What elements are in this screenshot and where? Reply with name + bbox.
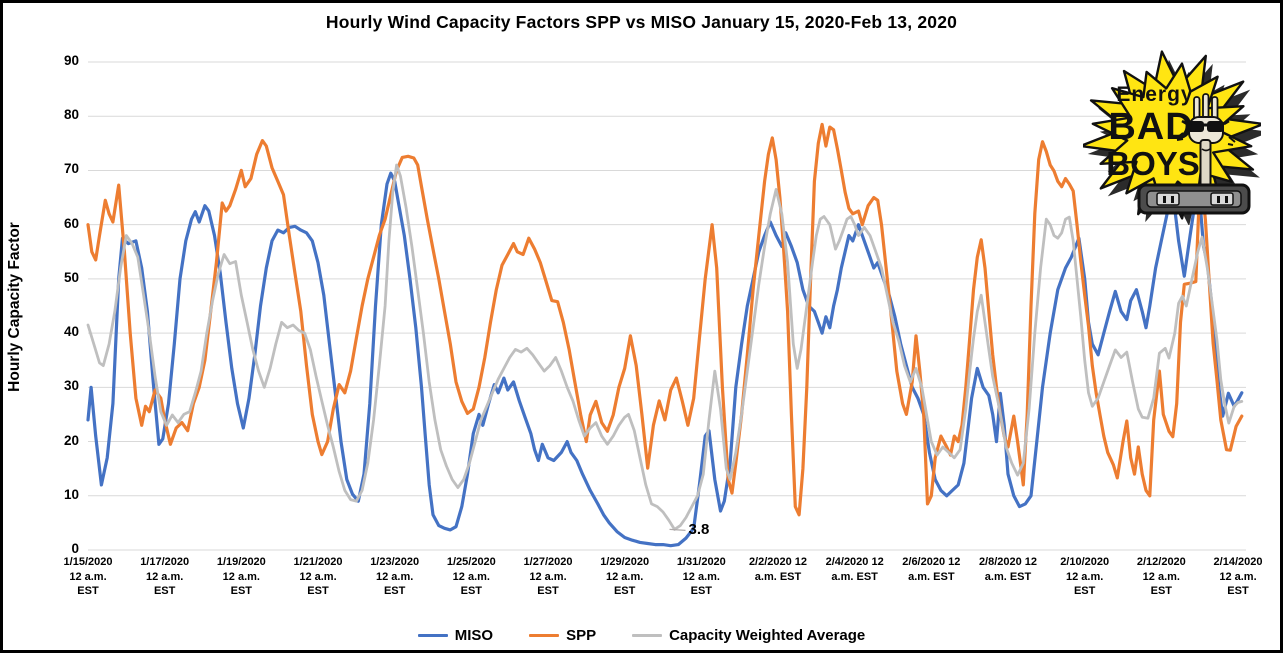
x-tick-label: 2/8/2020 12 a.m. EST — [978, 556, 1038, 583]
legend-label: Capacity Weighted Average — [669, 627, 866, 644]
series-lines — [86, 122, 1244, 548]
y-tick-label: 60 — [63, 215, 79, 231]
gridlines — [88, 61, 1246, 551]
y-tick-label: 70 — [63, 161, 79, 177]
x-tick-label: 2/2/2020 12 a.m. EST — [748, 556, 808, 583]
x-tick-label: 1/15/2020 12 a.m. EST — [63, 556, 113, 597]
legend: MISO SPP Capacity Weighted Average — [3, 627, 1280, 644]
x-tick-label: 1/17/2020 12 a.m. EST — [140, 556, 190, 597]
x-tick-label: 2/4/2020 12 a.m. EST — [825, 556, 884, 583]
y-tick-label: 0 — [71, 541, 79, 556]
legend-label: SPP — [566, 627, 597, 644]
x-tick-label: 2/12/2020 12 a.m. EST — [1136, 556, 1186, 597]
x-tick-label: 1/29/2020 12 a.m. EST — [600, 556, 650, 597]
y-tick-label: 50 — [63, 269, 79, 285]
y-tick-label: 80 — [63, 107, 79, 123]
data-annotation: 3.8 — [688, 521, 710, 539]
x-tick-label: 2/14/2020 12 a.m. EST — [1213, 556, 1263, 597]
x-tick-label: 2/6/2020 12 a.m. EST — [902, 556, 961, 583]
y-tick-label: 30 — [63, 378, 79, 394]
chart-title: Hourly Wind Capacity Factors SPP vs MISO… — [325, 12, 958, 32]
legend-label: MISO — [454, 627, 494, 644]
legend-item-miso: MISO — [417, 627, 494, 644]
logo-text-boys: BOYS — [1106, 145, 1200, 182]
plot-area — [86, 61, 1246, 551]
y-tick-label: 20 — [63, 432, 79, 448]
x-tick-label: 1/25/2020 12 a.m. EST — [446, 556, 496, 597]
annotation-leader-line — [669, 528, 686, 531]
y-tick-label: 90 — [63, 53, 79, 68]
x-tick-label: 1/31/2020 12 a.m. EST — [676, 556, 726, 597]
logo-fork-icon — [1176, 93, 1236, 193]
logo-text-bad: BAD — [1108, 106, 1193, 148]
logo-text-energy: Energy — [1116, 83, 1193, 106]
x-tick-label: 1/21/2020 12 a.m. EST — [293, 556, 343, 597]
legend-swatch-icon — [417, 633, 448, 638]
y-tick-label: 40 — [63, 324, 79, 340]
x-tick-label: 2/10/2020 12 a.m. EST — [1060, 556, 1110, 597]
series-line-miso — [86, 171, 1244, 548]
legend-item-spp: SPP — [529, 627, 596, 644]
legend-swatch-icon — [529, 633, 560, 638]
x-tick-label: 1/27/2020 12 a.m. EST — [523, 556, 573, 597]
logo-sunglasses-icon — [1181, 119, 1230, 132]
series-line-spp — [86, 122, 1244, 517]
series-line-capacity-weighted-average — [86, 163, 1244, 531]
y-axis-title: Hourly Capacity Factor — [6, 222, 23, 392]
x-tick-label: 1/19/2020 12 a.m. EST — [216, 556, 266, 597]
legend-swatch-icon — [632, 633, 663, 638]
y-tick-label: 10 — [63, 486, 79, 502]
legend-item-capacity-weighted-average: Capacity Weighted Average — [632, 627, 865, 644]
logo-outlet-icon — [1137, 183, 1251, 215]
x-tick-label: 1/23/2020 12 a.m. EST — [370, 556, 420, 597]
